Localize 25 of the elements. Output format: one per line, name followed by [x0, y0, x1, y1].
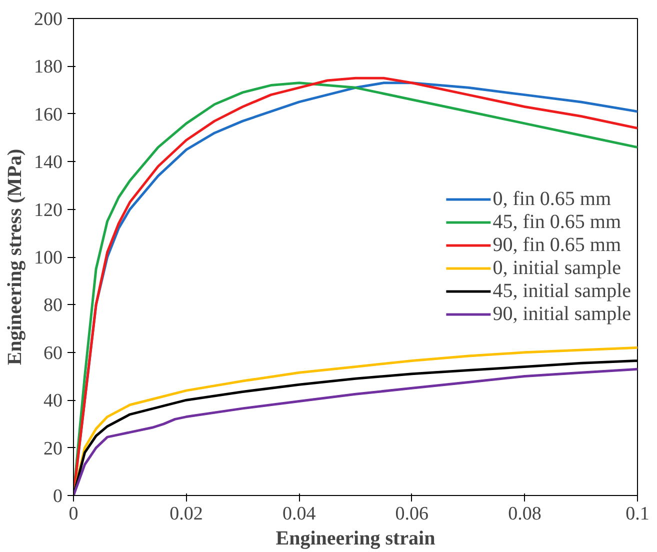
y-tick-label: 140 — [34, 152, 62, 174]
legend-label: 45, initial sample — [492, 280, 631, 302]
y-tick-label: 120 — [34, 200, 62, 221]
y-tick-label: 200 — [34, 9, 62, 30]
y-tick-label: 80 — [44, 295, 62, 316]
x-tick-label: 0.1 — [626, 504, 650, 524]
legend-label: 90, fin 0.65 mm — [492, 234, 622, 256]
y-tick-label: 160 — [34, 104, 62, 126]
y-tick-label: 100 — [34, 248, 62, 268]
x-tick-label: 0.04 — [282, 504, 316, 524]
legend-label: 0, fin 0.65 mm — [492, 188, 612, 210]
x-tick-label: 0.08 — [508, 504, 542, 524]
legend-label: 45, fin 0.65 mm — [492, 210, 622, 234]
y-axis-title: Engineering stress (MPa) — [4, 148, 26, 366]
y-tick-label: 0 — [53, 486, 62, 507]
x-tick-label: 0.02 — [170, 504, 203, 524]
y-tick-label: 20 — [44, 438, 62, 460]
legend-label: 90, initial sample — [492, 302, 631, 326]
x-axis-title: Engineering strain — [276, 528, 436, 550]
x-tick-label: 0.06 — [395, 504, 429, 524]
y-tick-label: 180 — [34, 56, 62, 78]
legend-label: 0, initial sample — [492, 256, 621, 280]
y-tick-label: 40 — [44, 390, 62, 412]
y-tick-label: 60 — [44, 342, 62, 364]
x-tick-label: 0 — [68, 504, 78, 524]
